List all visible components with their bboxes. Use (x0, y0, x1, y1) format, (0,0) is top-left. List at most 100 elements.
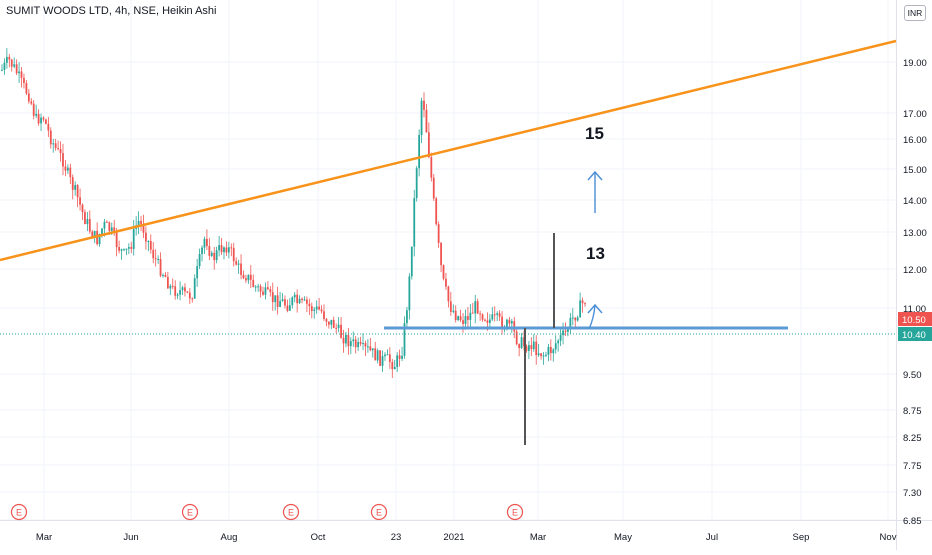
earnings-marker-label: E (187, 508, 193, 518)
candle-body (242, 274, 245, 279)
candle-body (66, 167, 69, 171)
candle-body (54, 143, 57, 149)
candle-body (406, 310, 408, 324)
candle-body (301, 298, 303, 301)
candle-body (154, 258, 157, 260)
candle-body (347, 334, 350, 347)
candle-body (81, 204, 84, 213)
candle-body (45, 119, 47, 124)
candle-body (27, 93, 30, 102)
y-tick-label: 15.00 (903, 165, 927, 176)
y-tick-label: 14.00 (903, 196, 927, 207)
candle-body (125, 248, 128, 250)
candle-body (264, 287, 267, 295)
measure-label: 13 (586, 244, 605, 263)
candle-body (366, 346, 369, 348)
candle-body (71, 177, 74, 190)
candle-body (457, 316, 460, 321)
candle-body (188, 292, 191, 299)
candle-body (227, 247, 230, 253)
candle-body (286, 305, 289, 311)
arrow-up-upper[interactable] (587, 170, 603, 213)
candle-body (567, 329, 569, 332)
candle-body (84, 212, 86, 225)
candle-body (166, 277, 169, 289)
candle-body (542, 355, 545, 357)
candle-body (25, 83, 28, 94)
candle-body (232, 247, 235, 262)
candle-body (440, 242, 442, 266)
x-tick-label: Mar (36, 532, 52, 543)
candle-body (391, 361, 394, 370)
candle-body (486, 320, 489, 323)
candle-body (498, 313, 501, 317)
earnings-marker[interactable] (506, 503, 524, 521)
candle-body (454, 310, 457, 321)
candle-body (532, 341, 535, 350)
candle-body (140, 220, 142, 224)
candle-body (584, 303, 586, 305)
candle-body (281, 299, 284, 302)
candle-body (488, 319, 491, 323)
candle-body (142, 223, 145, 233)
candle-body (249, 274, 252, 280)
candle-body (510, 321, 513, 324)
candle-body (327, 321, 330, 325)
y-tick-label: 11.00 (903, 304, 926, 315)
candle-body (257, 286, 260, 288)
candle-body (284, 299, 286, 306)
candle-body (193, 278, 196, 299)
price-axis[interactable]: 19.00 17.00 16.00 15.00 14.00 13.00 12.00 11.00… (903, 58, 927, 527)
candle-body (164, 274, 167, 278)
earnings-marker[interactable] (10, 503, 28, 521)
candle-body (23, 77, 25, 84)
candle-body (159, 259, 162, 276)
earnings-marker[interactable] (370, 503, 388, 521)
y-tick-label: 12.00 (903, 265, 927, 276)
candle-body (530, 345, 533, 350)
earnings-marker[interactable] (282, 503, 300, 521)
price-label-box (898, 327, 932, 341)
y-tick-label: 6.85 (903, 516, 922, 527)
candle-body (491, 314, 494, 320)
price-labels: 10.50 10.40 (898, 312, 932, 341)
candle-body (79, 197, 81, 205)
candle-body (59, 149, 62, 154)
candle-body (354, 339, 357, 348)
candle-body (220, 245, 223, 253)
candle-body (218, 245, 221, 251)
plot-area[interactable] (0, 0, 896, 520)
candle-body (213, 252, 216, 261)
candle-body (481, 314, 484, 320)
y-tick-label: 8.25 (903, 433, 922, 444)
candle-body (203, 238, 206, 248)
candle-body (162, 274, 164, 276)
currency-badge[interactable]: INR (904, 5, 926, 21)
candle-body (123, 249, 125, 251)
candle-body (337, 324, 340, 328)
candle-body (381, 356, 384, 366)
candle-body (105, 221, 108, 223)
earnings-marker[interactable] (181, 503, 199, 521)
candle-body (549, 346, 552, 354)
price-label-box (898, 312, 932, 326)
candle-body (496, 313, 499, 315)
candle-body (174, 286, 177, 296)
candle-body (93, 230, 96, 238)
candle-body (171, 285, 174, 287)
candle-body (293, 294, 296, 298)
candle-body (432, 177, 435, 199)
arrow-up-lower[interactable] (587, 303, 603, 330)
trendline-orange[interactable] (0, 39, 897, 262)
candle-body (357, 341, 360, 348)
candle-body (569, 317, 572, 330)
candle-body (169, 285, 172, 289)
candle-body (581, 300, 584, 304)
candle-body (345, 334, 347, 344)
candle-body (410, 246, 413, 277)
time-axis[interactable]: Mar Jun Aug Oct 23 2021 Mar May Jul Sep Nov (36, 532, 897, 543)
candle-body (266, 287, 269, 290)
candle-body (437, 224, 440, 243)
